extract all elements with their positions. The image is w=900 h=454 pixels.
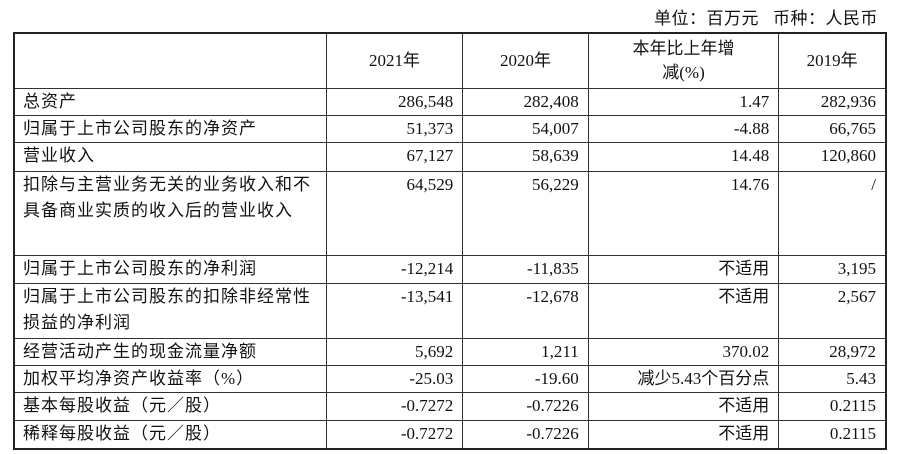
cell-value: 64,529 — [325, 170, 464, 256]
cell-value: 67,127 — [325, 141, 464, 172]
cell-value: 14.76 — [587, 170, 780, 256]
cell-value: 5.43 — [778, 364, 887, 393]
row-label: 归属于上市公司股东的净资产 — [13, 114, 327, 143]
header-2020: 2020年 — [462, 32, 589, 89]
cell-value: / — [778, 170, 887, 256]
cell-value: 370.02 — [587, 337, 780, 366]
cell-value: 1.47 — [587, 87, 780, 116]
cell-value: 不适用 — [587, 391, 780, 421]
cell-value: 减少5.43个百分点 — [587, 364, 780, 393]
cell-value: -13,541 — [325, 282, 464, 339]
table-row: 归属于上市公司股东的净利润 -12,214 -11,835 不适用 3,195 — [13, 254, 887, 284]
row-label: 归属于上市公司股东的扣除非经常性损益的净利润 — [13, 282, 327, 339]
header-yoy-text: 本年比上年增减(%) — [632, 38, 735, 82]
cell-value: 54,007 — [462, 114, 589, 143]
row-label: 基本每股收益（元／股） — [13, 391, 327, 421]
cell-value: 2,567 — [778, 282, 887, 339]
cell-value: 51,373 — [325, 114, 464, 143]
cell-value: 286,548 — [325, 87, 464, 116]
cell-value: -0.7226 — [462, 419, 589, 450]
cell-value: 56,229 — [462, 170, 589, 256]
currency-label: 币种：人民币 — [773, 9, 878, 28]
table-row: 归属于上市公司股东的扣除非经常性损益的净利润 -13,541 -12,678 不适用 2… — [13, 282, 887, 339]
header-2021: 2021年 — [325, 32, 464, 89]
row-label: 归属于上市公司股东的净利润 — [13, 254, 327, 284]
cell-value: -11,835 — [462, 254, 589, 284]
table-header-row: 2021年 2020年 本年比上年增减(%) 2019年 — [13, 32, 887, 89]
cell-value: -0.7272 — [325, 419, 464, 450]
cell-value: -19.60 — [462, 364, 589, 393]
table-row: 经营活动产生的现金流量净额 5,692 1,211 370.02 28,972 — [13, 337, 887, 366]
cell-value: 0.2115 — [778, 419, 887, 450]
unit-label: 单位：百万元 — [654, 9, 759, 28]
table-row: 加权平均净资产收益率（%） -25.03 -19.60 减少5.43个百分点 5.43 — [13, 364, 887, 393]
cell-value: 1,211 — [462, 337, 589, 366]
cell-value: -0.7226 — [462, 391, 589, 421]
table-row: 总资产 286,548 282,408 1.47 282,936 — [13, 87, 887, 116]
table-row: 营业收入 67,127 58,639 14.48 120,860 — [13, 141, 887, 172]
row-label: 总资产 — [13, 87, 327, 116]
cell-value: -25.03 — [325, 364, 464, 393]
table-row: 基本每股收益（元／股） -0.7272 -0.7226 不适用 0.2115 — [13, 391, 887, 421]
cell-value: 58,639 — [462, 141, 589, 172]
cell-value: 不适用 — [587, 419, 780, 450]
header-blank — [13, 32, 327, 89]
cell-value: 66,765 — [778, 114, 887, 143]
cell-value: 不适用 — [587, 254, 780, 284]
table-row: 归属于上市公司股东的净资产 51,373 54,007 -4.88 66,765 — [13, 114, 887, 143]
row-label: 稀释每股收益（元／股） — [13, 419, 327, 450]
header-yoy-change: 本年比上年增减(%) — [587, 32, 780, 89]
cell-value: -4.88 — [587, 114, 780, 143]
cell-value: 不适用 — [587, 282, 780, 339]
cell-value: 282,936 — [778, 87, 887, 116]
cell-value: -0.7272 — [325, 391, 464, 421]
unit-currency-line: 单位：百万元 币种：人民币 — [640, 4, 878, 29]
row-label: 加权平均净资产收益率（%） — [13, 364, 327, 393]
financial-summary-table: 2021年 2020年 本年比上年增减(%) 2019年 总资产 286,548 2… — [13, 32, 887, 450]
row-label: 营业收入 — [13, 141, 327, 172]
cell-value: 0.2115 — [778, 391, 887, 421]
table-row: 稀释每股收益（元／股） -0.7272 -0.7226 不适用 0.2115 — [13, 419, 887, 450]
header-2019: 2019年 — [778, 32, 887, 89]
cell-value: -12,678 — [462, 282, 589, 339]
cell-value: 28,972 — [778, 337, 887, 366]
cell-value: 282,408 — [462, 87, 589, 116]
row-label: 扣除与主营业务无关的业务收入和不具备商业实质的收入后的营业收入 — [13, 170, 327, 256]
cell-value: 14.48 — [587, 141, 780, 172]
cell-value: 3,195 — [778, 254, 887, 284]
cell-value: -12,214 — [325, 254, 464, 284]
row-label: 经营活动产生的现金流量净额 — [13, 337, 327, 366]
table-row: 扣除与主营业务无关的业务收入和不具备商业实质的收入后的营业收入 64,529 56,… — [13, 170, 887, 256]
cell-value: 5,692 — [325, 337, 464, 366]
cell-value: 120,860 — [778, 141, 887, 172]
